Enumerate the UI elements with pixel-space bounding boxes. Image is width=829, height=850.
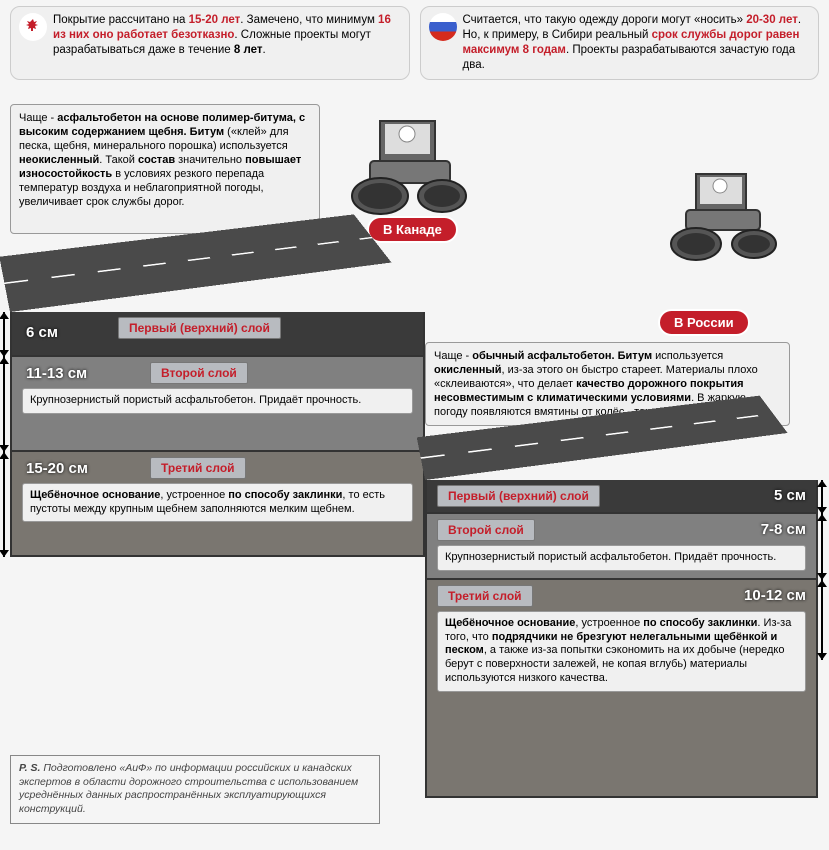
russia-layer-2-title: Второй слой: [437, 519, 535, 541]
canada-layer-1-title: Первый (верхний) слой: [118, 317, 281, 339]
canada-layer-1: 6 см Первый (верхний) слой: [10, 312, 425, 357]
russia-layer-1-thickness: 5 см: [774, 487, 806, 504]
russia-roller-icon: [660, 162, 790, 262]
ps-footer: P. S. Подготовлено «АиФ» по информации р…: [10, 755, 380, 824]
canada-layer-2-desc: Крупнозернистый пористый асфальтобетон. …: [22, 388, 413, 414]
canada-flag-icon: [19, 13, 47, 41]
russia-flag-icon: [429, 13, 457, 41]
canada-layer-1-thickness: 6 см: [26, 324, 58, 341]
russia-layer-1-title: Первый (верхний) слой: [437, 485, 600, 507]
canada-layer-3-thickness: 15-20 см: [26, 460, 88, 477]
russia-layer-3-thickness: 10-12 см: [744, 587, 806, 604]
canada-layer-3-desc: Щебёночное основание, устроенное по спос…: [22, 483, 413, 523]
russia-layer-3-desc: Щебёночное основание, устроенное по спос…: [437, 611, 806, 692]
canada-cross-section: 6 см Первый (верхний) слой 11-13 см Втор…: [10, 238, 425, 557]
canada-bubble-text: Покрытие рассчитано на 15-20 лет. Замече…: [53, 13, 401, 58]
canada-layer-2: 11-13 см Второй слой Крупнозернистый пор…: [10, 357, 425, 452]
russia-bubble-text: Считается, что такую одежду дороги могут…: [463, 13, 811, 73]
canada-layer-3-title: Третий слой: [150, 457, 246, 479]
canada-bubble: Покрытие рассчитано на 15-20 лет. Замече…: [10, 6, 410, 80]
russia-layer-2-thickness: 7-8 см: [761, 521, 806, 538]
russia-layer-2: Второй слой 7-8 см Крупнозернистый порис…: [425, 514, 818, 580]
canada-layer-2-title: Второй слой: [150, 362, 248, 384]
canada-surface-desc: Чаще - асфальтобетон на основе полимер-б…: [10, 104, 320, 234]
russia-layer-1: Первый (верхний) слой 5 см: [425, 480, 818, 514]
russia-layer-3: Третий слой 10-12 см Щебёночное основани…: [425, 580, 818, 798]
russia-tag: В России: [658, 309, 750, 336]
canada-layer-2-thickness: 11-13 см: [26, 365, 87, 382]
canada-roller-icon: [340, 106, 480, 216]
canada-layer-3: 15-20 см Третий слой Щебёночное основани…: [10, 452, 425, 557]
russia-cross-section: Первый (верхний) слой 5 см Второй слой 7…: [425, 424, 818, 798]
russia-layer-3-title: Третий слой: [437, 585, 533, 607]
russia-layer-2-desc: Крупнозернистый пористый асфальтобетон. …: [437, 545, 806, 571]
russia-bubble: Считается, что такую одежду дороги могут…: [420, 6, 820, 80]
